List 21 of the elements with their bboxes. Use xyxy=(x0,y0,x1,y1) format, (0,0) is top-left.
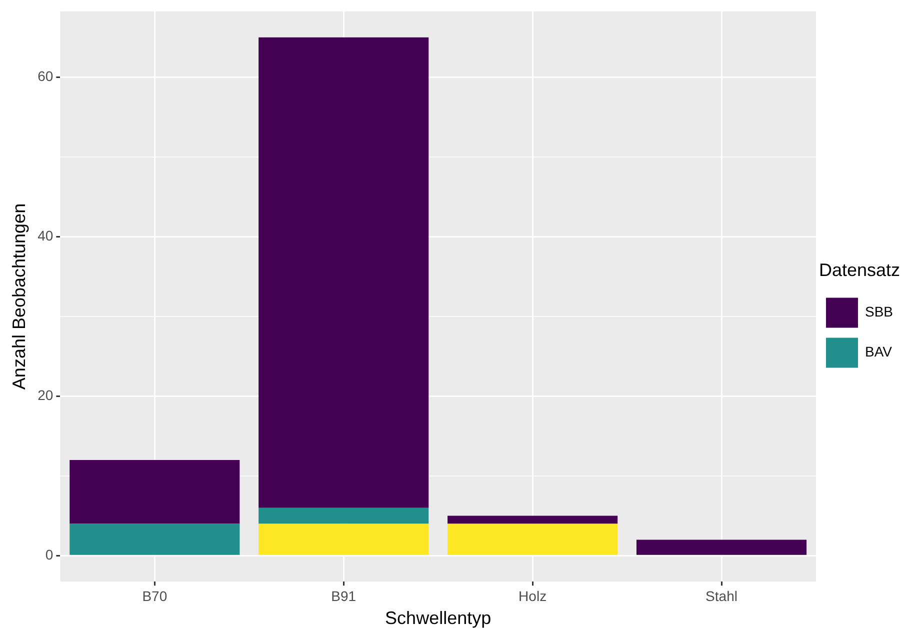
legend-label: BAV xyxy=(864,344,893,360)
x-tick-label: Holz xyxy=(518,588,547,604)
x-tick-label: Stahl xyxy=(706,588,738,604)
y-tick-label: 60 xyxy=(38,68,54,84)
bar xyxy=(448,516,618,524)
x-tick-label: B70 xyxy=(142,588,168,604)
legend-label: SBB xyxy=(864,304,893,320)
y-tick-label: 40 xyxy=(38,228,54,244)
y-axis-title: Anzahl Beobachtungen xyxy=(8,203,29,390)
bar xyxy=(70,460,240,524)
bar xyxy=(636,540,807,555)
bar xyxy=(70,524,240,555)
x-axis-title: Schwellentyp xyxy=(385,608,492,628)
bar xyxy=(258,37,429,508)
bar xyxy=(258,508,429,524)
legend-title: Datensatz xyxy=(818,260,900,280)
bar xyxy=(448,524,618,555)
y-tick-label: 0 xyxy=(45,546,54,563)
x-tick-label: B91 xyxy=(331,588,356,604)
y-tick-label: 20 xyxy=(38,387,54,404)
bar xyxy=(258,524,429,555)
